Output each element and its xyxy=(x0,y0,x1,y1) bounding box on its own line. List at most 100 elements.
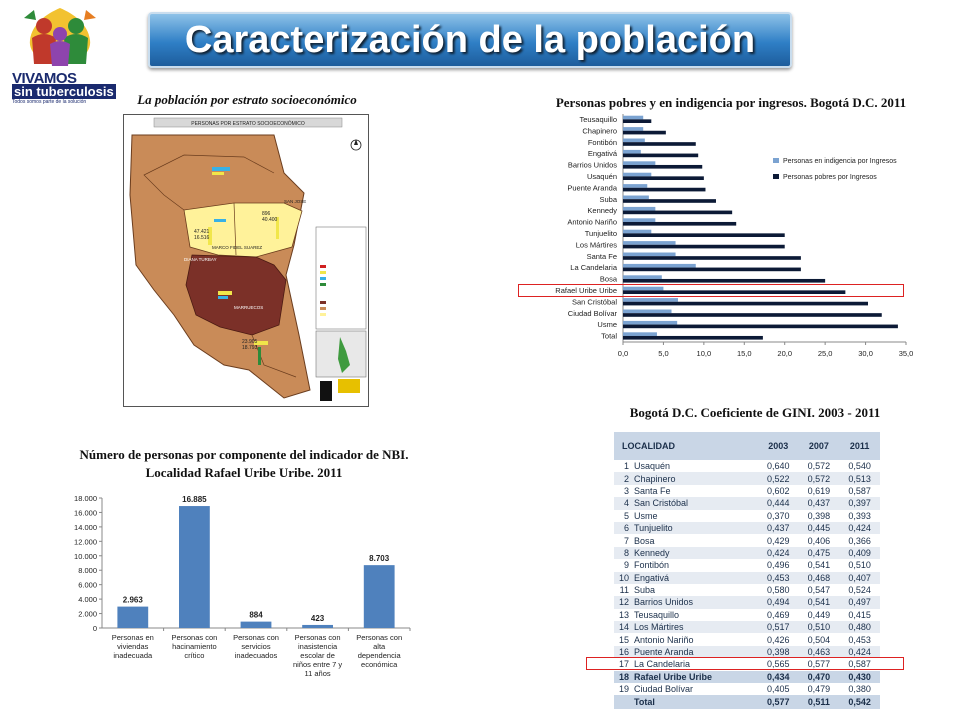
table-row: 13 Teusaquillo 0,469 0,449 0,415 xyxy=(614,608,880,622)
gini-cell-2011: 0,397 xyxy=(839,497,880,510)
x-tick-label: 25,0 xyxy=(818,349,833,358)
bar-pobres xyxy=(623,335,763,340)
table-row: 4 San Cristóbal 0,444 0,437 0,397 xyxy=(614,497,880,510)
gini-cell-2007: 0,504 xyxy=(798,633,840,646)
table-row: 5 Usme 0,370 0,398 0,393 xyxy=(614,509,880,522)
table-row: 11 Suba 0,580 0,547 0,524 xyxy=(614,583,880,597)
gini-total-cell: Total xyxy=(632,695,758,710)
nbi-chart: 0 2.000 4.000 6.000 8.000 10.000 12.000 14.000 1… xyxy=(74,494,411,678)
gini-cell-index: 5 xyxy=(614,509,632,522)
bar-indigencia xyxy=(623,309,672,314)
bar xyxy=(363,565,395,628)
bar-indigencia xyxy=(623,263,696,268)
table-row: 19 Ciudad Bolívar 0,405 0,479 0,380 xyxy=(614,683,880,696)
bar-indigencia xyxy=(623,115,644,120)
nbi-caption: Número de personas por componente del in… xyxy=(30,446,458,482)
bar-pobres xyxy=(623,187,706,192)
bar-pobres xyxy=(623,313,882,317)
bar-pobres xyxy=(623,176,704,181)
table-row: 16 Puente Aranda 0,398 0,463 0,424 xyxy=(614,645,880,659)
stratum-map: PERSONAS POR ESTRATO SOCIOECONÓMICO 47.4… xyxy=(123,114,369,407)
map-label: MARCO FIDEL SUAREZ xyxy=(212,245,262,250)
gini-cell-2003: 0,437 xyxy=(757,521,799,535)
gini-cell-2003: 0,640 xyxy=(757,460,799,473)
bar-indigencia xyxy=(623,138,645,143)
gini-cell-localidad: Chapinero xyxy=(632,472,758,485)
bar-pobres xyxy=(623,256,801,260)
gini-cell-index: 1 xyxy=(614,460,632,473)
bar xyxy=(117,606,149,628)
gini-cell-2003: 0,424 xyxy=(757,546,799,560)
category-label: Santa Fe xyxy=(587,252,617,261)
bar-pobres xyxy=(623,324,898,329)
gini-cell-2003: 0,496 xyxy=(757,559,799,572)
bar-pobres xyxy=(623,221,737,226)
gini-cell-2003: 0,565 xyxy=(757,658,799,671)
category-label: inadecuados xyxy=(235,651,278,660)
legend-label: Personas en indigencia por Ingresos xyxy=(783,158,897,165)
category-label: 11 años xyxy=(305,669,331,678)
nbi-caption-line2: Localidad Rafael Uribe Uribe. 2011 xyxy=(145,465,343,480)
gini-cell-localidad: Bosa xyxy=(632,534,758,547)
bar-indigencia xyxy=(623,161,656,165)
bar-indigencia xyxy=(623,149,641,154)
gini-cell-2007: 0,463 xyxy=(798,645,840,659)
gini-header-2003: 2003 xyxy=(757,432,799,460)
category-label: Ciudad Bolívar xyxy=(568,309,618,318)
map-figure: 47.421 xyxy=(194,229,210,235)
gini-cell-index: 13 xyxy=(614,608,632,622)
category-label: Bosa xyxy=(600,275,618,284)
gini-cell-2003: 0,522 xyxy=(757,472,799,485)
table-row: 12 Barrios Unidos 0,494 0,541 0,497 xyxy=(614,596,880,609)
bar-indigencia xyxy=(623,286,664,291)
gini-cell-2011: 0,415 xyxy=(839,608,880,622)
bar-indigencia xyxy=(623,252,676,257)
gini-cell-2003: 0,453 xyxy=(757,571,799,584)
category-label: viviendas xyxy=(117,642,149,651)
x-tick-label: 5,0 xyxy=(658,349,668,358)
legend-swatch xyxy=(773,158,779,163)
gini-cell-index: 14 xyxy=(614,621,632,634)
table-row: 15 Antonio Nariño 0,426 0,504 0,453 xyxy=(614,633,880,646)
gini-cell-2007: 0,510 xyxy=(798,621,840,634)
gini-cell-index: 8 xyxy=(614,546,632,560)
gini-table: LOCALIDAD 2003 2007 2011 1 Usaquén 0,640 0,… xyxy=(614,432,880,710)
gini-cell-2007: 0,398 xyxy=(798,509,840,522)
map-figure: 23.905 xyxy=(242,339,258,345)
gini-cell-index: 18 xyxy=(614,670,632,684)
bar-indigencia xyxy=(623,195,649,200)
logo: VIVAMOS sin tuberculosis Todos somos par… xyxy=(4,4,116,105)
title-banner: Caracterización de la población xyxy=(148,12,792,68)
gini-cell-index: 11 xyxy=(614,583,632,597)
gini-cell-2011: 0,540 xyxy=(839,460,880,473)
gini-cell-localidad: Fontibón xyxy=(632,559,758,572)
bar-indigencia xyxy=(623,172,652,177)
gini-cell-2011: 0,587 xyxy=(839,658,880,671)
data-label: 884 xyxy=(249,611,263,620)
logo-word-sin-tuberculosis: sin tuberculosis xyxy=(12,84,116,99)
gini-cell-2007: 0,547 xyxy=(798,583,840,597)
gini-cell-2003: 0,398 xyxy=(757,645,799,659)
table-row: 9 Fontibón 0,496 0,541 0,510 xyxy=(614,559,880,572)
gini-cell-2003: 0,494 xyxy=(757,596,799,609)
gini-cell-2003: 0,444 xyxy=(757,497,799,510)
gini-cell-2007: 0,475 xyxy=(798,546,840,560)
category-label: Personas con xyxy=(233,633,279,642)
gini-cell-localidad: Teusaquillo xyxy=(632,608,758,622)
logo-tagline: Todos somos parte de la solución xyxy=(12,99,87,105)
category-label: crítico xyxy=(184,651,204,660)
bar-pobres xyxy=(623,142,696,146)
map-figure: 18.793 xyxy=(242,345,258,351)
gini-cell-2011: 0,524 xyxy=(839,583,880,597)
poverty-highlight-box xyxy=(518,284,904,297)
bar-pobres xyxy=(623,278,826,283)
bar-pobres xyxy=(623,244,785,249)
bar-pobres xyxy=(623,119,652,124)
category-label: Usaquén xyxy=(587,172,617,181)
gini-cell-localidad: Tunjuelito xyxy=(632,521,758,535)
logo-word-vivamos: VIVAMOS xyxy=(12,70,77,87)
page-title: Caracterización de la población xyxy=(184,19,756,61)
table-row: 8 Kennedy 0,424 0,475 0,409 xyxy=(614,546,880,560)
gini-cell-2011: 0,513 xyxy=(839,472,880,485)
category-label: Antonio Nariño xyxy=(567,218,617,227)
